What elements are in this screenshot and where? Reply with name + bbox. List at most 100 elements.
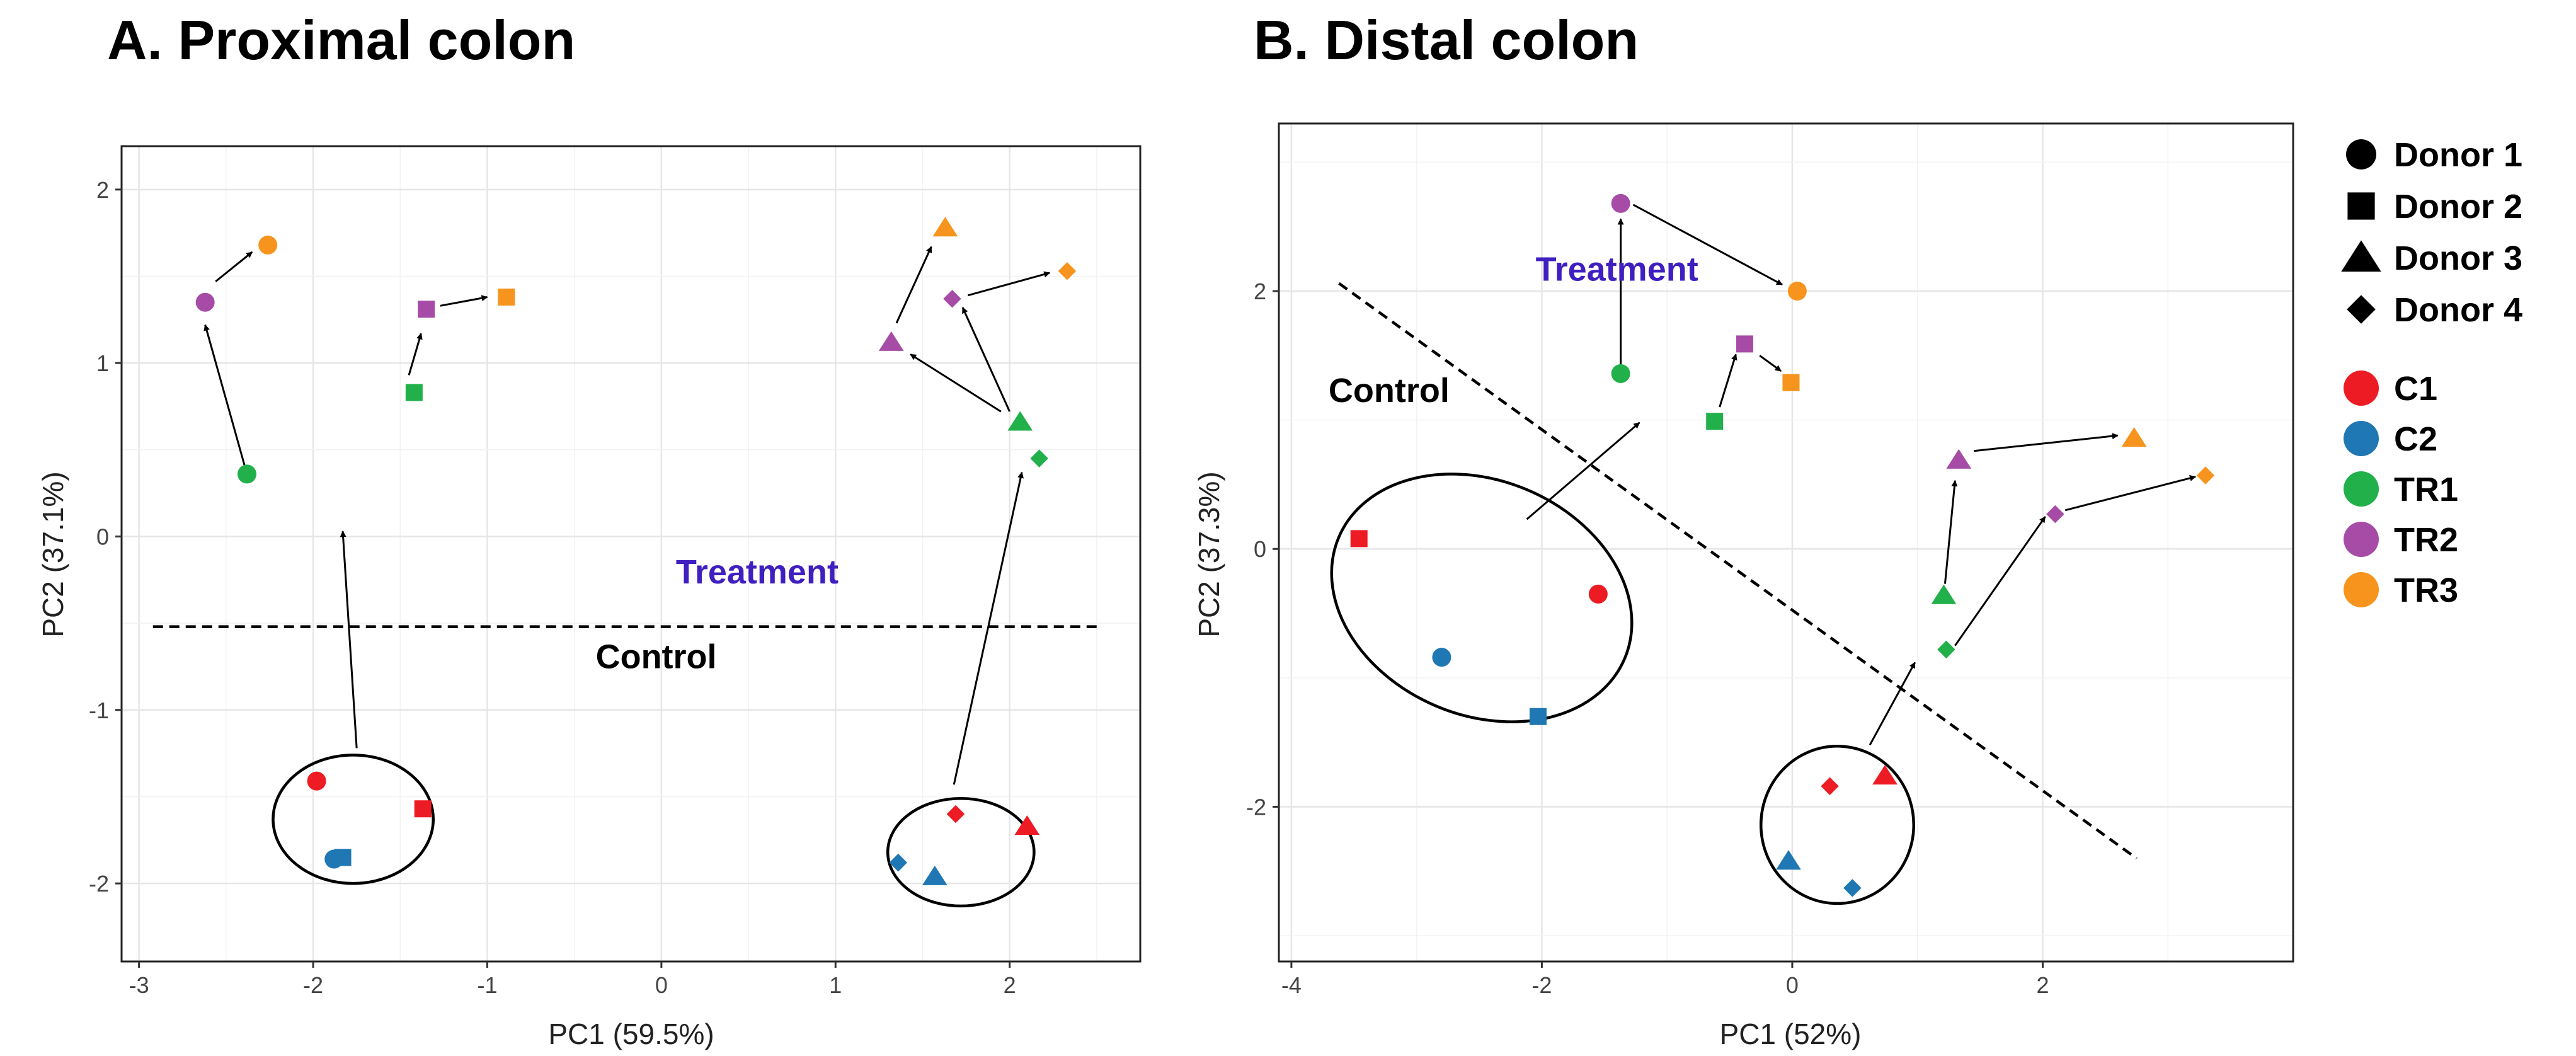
group-ellipse [1330,473,1634,723]
legend-label: Donor 2 [2394,188,2522,226]
data-point [238,464,257,484]
data-point [195,292,215,312]
axis-ticks: -3 -2 -1 0 1 2 -2 -1 0 1 2 [89,177,1016,998]
y-tick-label: 0 [96,524,109,549]
data-point [418,301,435,318]
y-tick-label: -2 [1246,794,1266,820]
control-annotation: Control [596,638,717,676]
data-point [1529,708,1547,725]
legend-color-tr2 [2344,522,2379,557]
data-point [922,865,947,885]
group-ellipse [1759,745,1915,905]
arrow [340,531,358,749]
arrow [1526,422,1640,520]
legend-color-tr1 [2344,471,2379,507]
data-point [1588,584,1608,604]
data-point [1030,449,1048,468]
legend: Donor 1 Donor 2 Donor 3 Donor 4 C1 C2 TR1 TR2 TR… [2341,136,2522,609]
plot-frame [120,145,1142,963]
data-point [1736,335,1753,353]
legend-label: Donor 4 [2394,291,2522,329]
annotation-layer: Treatment Control [1329,204,2196,905]
arrow [961,307,1011,412]
data-point [2121,427,2147,447]
data-point [889,853,908,872]
treatment-annotation: Treatment [1536,251,1698,289]
group-ellipse [886,796,1036,908]
data-point [1843,879,1862,897]
x-tick-label: 0 [1786,972,1799,998]
data-point [2046,505,2064,524]
x-tick-label: -3 [129,972,149,998]
legend-color-c2 [2344,421,2379,456]
data-point [1872,765,1898,785]
legend-color-tr3 [2344,572,2379,607]
y-tick-label: 0 [1254,536,1266,562]
data-point [2196,466,2215,485]
x-tick-label: -4 [1281,972,1302,998]
panel-proximal-colon: A. Proximal colon -3 -2 -1 0 1 2 -2 -1 0 1 2 PC1 (… [37,9,1142,1050]
panel-title: B. Distal colon [1254,9,1639,71]
data-point [1058,261,1077,280]
arrow [910,353,1002,413]
data-point [1946,449,1972,469]
data-point [405,384,423,401]
data-point [1782,374,1800,391]
arrow [895,246,932,324]
data-point [414,800,432,818]
plot-frame [1278,122,2294,963]
x-tick-label: 0 [655,972,668,998]
data-point [1706,413,1724,430]
data-point [946,805,965,824]
x-axis-label: PC1 (52%) [1720,1018,1862,1050]
y-axis-label: PC2 (37.1%) [37,471,69,637]
x-tick-label: 2 [1004,972,1016,998]
data-point [878,331,904,351]
data-points [195,217,1077,885]
data-point [258,235,278,255]
plot-grid [122,146,1140,961]
group-ellipse [272,754,435,885]
data-point [1787,282,1807,301]
arrow [1632,204,1783,286]
x-tick-label: 1 [829,972,842,998]
y-tick-label: 2 [96,177,109,203]
data-point [1350,530,1368,548]
separator-dashed-line [1338,282,2138,860]
legend-shape-triangle [2341,240,2381,272]
x-tick-label: -2 [1531,972,1552,998]
y-axis-label: PC2 (37.3%) [1193,471,1225,637]
data-point [1007,411,1033,431]
annotation-layer: Treatment Control [152,246,1097,908]
legend-label: TR1 [2394,471,2458,508]
y-tick-label: 1 [96,350,109,376]
treatment-annotation: Treatment [676,553,839,591]
y-tick-label: -1 [89,697,109,723]
data-point [1776,850,1801,870]
data-point [307,771,326,791]
data-point [1432,648,1451,667]
arrow [1869,662,1916,745]
arrow [2064,475,2196,512]
arrow [967,271,1051,297]
data-point [498,289,515,306]
arrow [203,324,248,474]
control-annotation: Control [1329,372,1450,410]
plot-grid [1279,123,2294,961]
legend-label: C1 [2394,370,2437,408]
legend-label: Donor 3 [2394,239,2522,277]
data-point [943,290,961,308]
data-point [1821,777,1839,795]
panel-distal-colon: B. Distal colon -4 -2 0 2 -2 0 2 PC1 (52%) PC2… [1193,9,2294,1050]
arrow [440,295,488,307]
arrow [1973,433,2119,452]
x-tick-label: -1 [477,972,497,998]
legend-label: TR2 [2394,521,2458,559]
axis-ticks: -4 -2 0 2 -2 0 2 [1246,278,2049,998]
x-tick-label: 2 [2036,972,2049,998]
y-tick-label: 2 [1254,278,1266,304]
data-point [334,849,352,866]
legend-shape-square [2347,192,2375,220]
legend-shape-diamond [2347,295,2376,324]
x-tick-label: -2 [303,972,323,998]
